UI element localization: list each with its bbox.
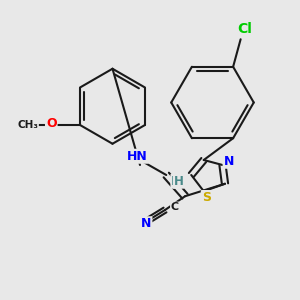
Text: S: S — [202, 191, 211, 204]
Text: Cl: Cl — [237, 22, 252, 36]
Text: N: N — [224, 155, 234, 168]
Text: H: H — [174, 175, 184, 188]
Text: CH₃: CH₃ — [17, 120, 38, 130]
Text: H: H — [171, 175, 181, 188]
Text: O: O — [46, 117, 57, 130]
Text: N: N — [141, 217, 152, 230]
Text: C: C — [171, 202, 179, 212]
Text: HN: HN — [127, 150, 148, 163]
